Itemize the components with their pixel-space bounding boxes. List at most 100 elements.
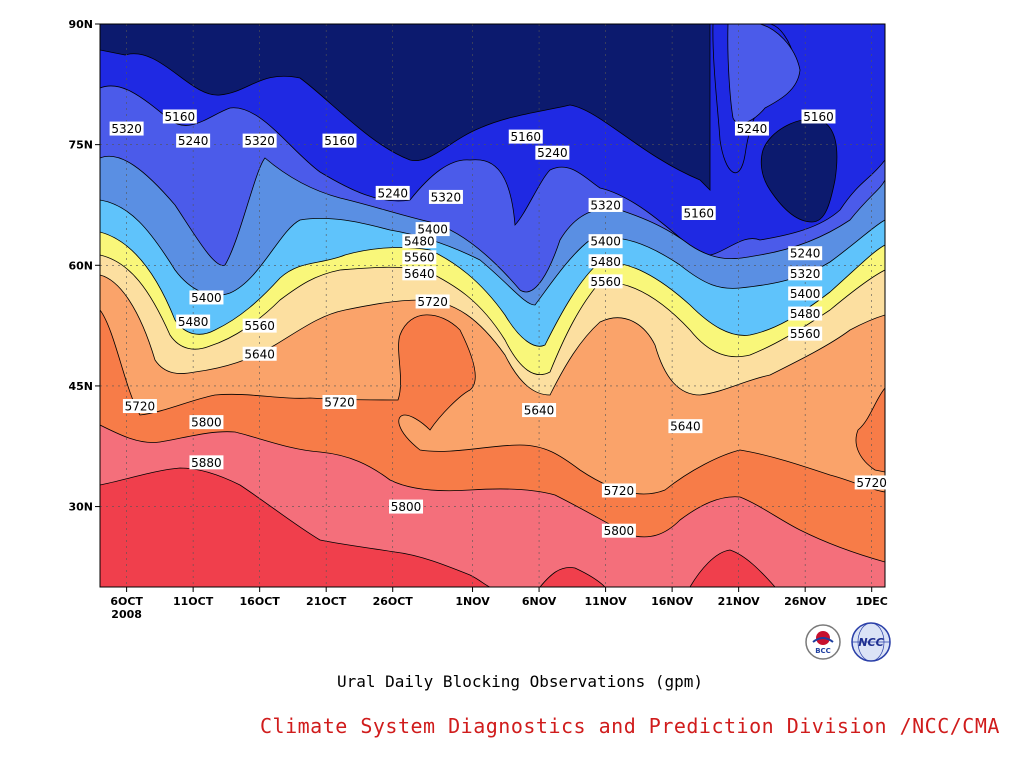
svg-text:5480: 5480: [590, 255, 621, 269]
contour-label-5240: 5240: [375, 185, 410, 200]
svg-text:5400: 5400: [191, 291, 222, 305]
svg-text:5320: 5320: [431, 190, 462, 204]
contour-fills: [100, 24, 885, 587]
contour-label-5560: 5560: [402, 250, 437, 265]
contour-label-5240: 5240: [788, 246, 823, 261]
svg-text:5480: 5480: [790, 307, 821, 321]
svg-text:5640: 5640: [244, 347, 275, 361]
contour-label-5720: 5720: [601, 483, 636, 498]
contour-label-5240: 5240: [176, 133, 211, 148]
contour-label-5800: 5800: [601, 523, 636, 538]
credit-text: Climate System Diagnostics and Predictio…: [260, 714, 1000, 738]
contour-label-5720: 5720: [854, 475, 889, 490]
contour-label-5720: 5720: [122, 399, 157, 414]
svg-text:5240: 5240: [537, 146, 568, 160]
contour-label-5640: 5640: [402, 266, 437, 281]
svg-text:5320: 5320: [111, 122, 142, 136]
x-tick-label: 11OCT: [173, 595, 214, 608]
contour-label-5880: 5880: [189, 455, 224, 470]
svg-text:5560: 5560: [790, 327, 821, 341]
svg-text:5320: 5320: [590, 198, 621, 212]
contour-label-5400: 5400: [788, 286, 823, 301]
svg-text:5320: 5320: [790, 267, 821, 281]
contour-label-5240: 5240: [734, 121, 769, 136]
contour-label-5640: 5640: [242, 346, 277, 361]
ncc-logo: NCC: [851, 622, 891, 662]
contour-label-5560: 5560: [788, 326, 823, 341]
x-tick-label: 6OCT: [110, 595, 143, 608]
x-tick-label: 16OCT: [240, 595, 281, 608]
band-fill-5960: [100, 467, 491, 587]
band-fill-5720-south: [855, 387, 885, 473]
svg-text:5800: 5800: [191, 416, 222, 430]
grid: [100, 24, 885, 587]
contour-label-5480: 5480: [788, 306, 823, 321]
svg-text:5720: 5720: [417, 295, 448, 309]
svg-text:5400: 5400: [417, 223, 448, 237]
contour-label-5720: 5720: [322, 395, 357, 410]
svg-text:5800: 5800: [604, 524, 635, 538]
contour-label-5240: 5240: [535, 145, 570, 160]
band-fill-5320-inner: [727, 24, 801, 124]
contour-label-5160: 5160: [801, 109, 836, 124]
contour-label-5160: 5160: [322, 133, 357, 148]
y-tick-label: 75N: [68, 139, 93, 152]
contour-label-5160: 5160: [508, 129, 543, 144]
contour-label-5320: 5320: [588, 197, 623, 212]
x-tick-label: 1NOV: [455, 595, 490, 608]
contour-label-5640: 5640: [668, 419, 703, 434]
x-tick-label: 21OCT: [306, 595, 347, 608]
svg-text:5720: 5720: [324, 396, 355, 410]
contour-label-5160: 5160: [162, 109, 197, 124]
contour-label-5400: 5400: [588, 234, 623, 249]
contour-label-5480: 5480: [402, 234, 437, 249]
y-axis: 30N 45N 60N 75N 90N: [68, 18, 100, 514]
x-tick-label: 1DEC: [856, 595, 888, 608]
contour-label-5320: 5320: [428, 189, 463, 204]
contour-label-5800: 5800: [389, 499, 424, 514]
svg-text:5240: 5240: [737, 122, 768, 136]
contour-label-5320: 5320: [242, 133, 277, 148]
contour-label-5560: 5560: [588, 274, 623, 289]
x-tick-label: 6NOV: [522, 595, 557, 608]
svg-text:5560: 5560: [590, 275, 621, 289]
svg-text:5160: 5160: [510, 130, 541, 144]
contour-label-5480: 5480: [176, 314, 211, 329]
y-tick-label: 90N: [68, 18, 93, 31]
contour-label-5320: 5320: [788, 266, 823, 281]
contour-label-5800: 5800: [189, 415, 224, 430]
svg-text:5160: 5160: [803, 110, 834, 124]
svg-text:5240: 5240: [790, 247, 821, 261]
x-tick-year: 2008: [111, 608, 142, 621]
x-tick-label: 11NOV: [585, 595, 628, 608]
svg-text:5720: 5720: [604, 484, 635, 498]
x-tick-label: 26NOV: [784, 595, 827, 608]
svg-text:5640: 5640: [524, 404, 555, 418]
contour-label-5320: 5320: [109, 121, 144, 136]
chart-title: Ural Daily Blocking Observations (gpm): [336, 672, 704, 691]
svg-text:5240: 5240: [178, 134, 209, 148]
y-tick-label: 60N: [68, 259, 93, 272]
svg-text:5480: 5480: [404, 235, 435, 249]
y-tick-label: 45N: [68, 380, 93, 393]
svg-text:5320: 5320: [244, 134, 275, 148]
svg-text:5160: 5160: [324, 134, 355, 148]
svg-text:5800: 5800: [391, 500, 422, 514]
ncc-logo-text: NCC: [858, 636, 883, 649]
band-fill-5960-b: [539, 567, 606, 587]
contour-label-5640: 5640: [522, 403, 557, 418]
logos: BCC NCC: [805, 622, 891, 662]
contour-labels: 5160 5320 5240 5320 5160 5160 5240 5240 5320 5240…: [109, 109, 889, 538]
bcc-logo-text: BCC: [815, 647, 831, 655]
contour-label-5480: 5480: [588, 254, 623, 269]
svg-text:5480: 5480: [178, 315, 209, 329]
svg-text:5880: 5880: [191, 456, 222, 470]
svg-text:5720: 5720: [856, 476, 887, 490]
band-fill-5960-c: [689, 549, 776, 587]
contour-label-5400: 5400: [415, 222, 450, 237]
svg-text:5400: 5400: [590, 235, 621, 249]
contour-label-5160: 5160: [681, 206, 716, 221]
x-tick-label: 21NOV: [718, 595, 761, 608]
